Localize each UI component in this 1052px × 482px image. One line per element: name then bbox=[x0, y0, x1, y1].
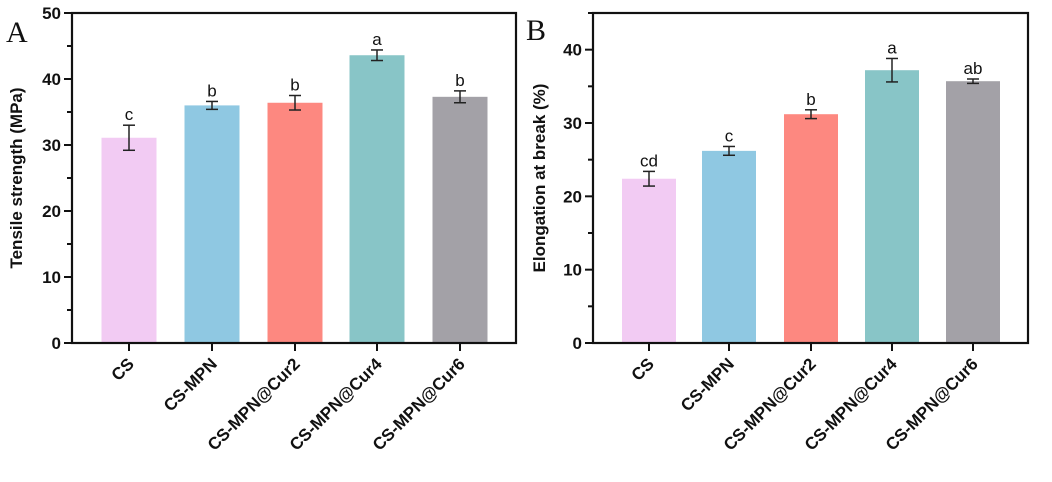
x-tick-label: CS-MPN bbox=[160, 354, 221, 415]
significance-label: c bbox=[125, 105, 134, 124]
significance-label: b bbox=[806, 90, 815, 109]
y-tick-label: 40 bbox=[563, 41, 582, 60]
plot-frame bbox=[591, 11, 1030, 345]
x-tick-label: CS-MPN bbox=[677, 354, 738, 415]
error-bar bbox=[967, 78, 979, 85]
bar-cs bbox=[622, 178, 676, 343]
bar-cs-mpn bbox=[184, 105, 240, 344]
bar-cs-mpn-cur2 bbox=[784, 114, 838, 343]
x-tick-label: CS bbox=[108, 354, 138, 384]
panel-label: A bbox=[6, 16, 28, 49]
significance-label: b bbox=[290, 76, 299, 95]
y-tick-label: 20 bbox=[42, 202, 61, 221]
y-tick-label: 20 bbox=[563, 187, 582, 206]
significance-label: ab bbox=[964, 59, 983, 78]
bar-cs-mpn-cur6 bbox=[946, 81, 1000, 343]
panel-b-elongation: cdCScCS-MPNbCS-MPN@Cur2aCS-MPN@Cur4abCS-… bbox=[526, 11, 1030, 454]
significance-label: a bbox=[372, 30, 382, 49]
significance-label: a bbox=[887, 38, 897, 57]
bar-cs-mpn bbox=[702, 150, 756, 343]
panel-a-tensile-strength: cCSbCS-MPNbCS-MPN@Cur2aCS-MPN@Cur4bCS-MP… bbox=[6, 4, 518, 454]
y-tick-label: 10 bbox=[42, 268, 61, 287]
y-tick-label: 30 bbox=[563, 114, 582, 133]
error-bar bbox=[289, 94, 301, 111]
bar-cs-mpn-cur4 bbox=[865, 70, 919, 343]
y-tick-label: 0 bbox=[52, 334, 61, 353]
error-bar bbox=[643, 170, 655, 187]
bar-cs-mpn-cur2 bbox=[267, 102, 323, 343]
y-tick-label: 40 bbox=[42, 70, 61, 89]
significance-label: cd bbox=[640, 151, 658, 170]
y-tick-label: 50 bbox=[42, 4, 61, 23]
bar-cs-mpn-cur4 bbox=[349, 55, 405, 344]
error-bar bbox=[454, 90, 466, 104]
error-bar bbox=[805, 109, 817, 120]
y-axis-label: Elongation at break (%) bbox=[530, 84, 549, 273]
bar-cs-mpn-cur6 bbox=[432, 96, 488, 343]
error-bar bbox=[886, 57, 898, 83]
significance-label: b bbox=[207, 81, 216, 100]
error-bar bbox=[723, 145, 735, 157]
error-bar bbox=[123, 124, 135, 152]
bar-cs bbox=[101, 137, 157, 343]
error-bar bbox=[371, 49, 383, 62]
significance-label: c bbox=[725, 126, 734, 145]
x-tick-label: CS bbox=[628, 354, 658, 384]
significance-label: b bbox=[455, 71, 464, 90]
y-tick-label: 30 bbox=[42, 136, 61, 155]
y-tick-label: 10 bbox=[563, 261, 582, 280]
panel-label: B bbox=[526, 14, 546, 47]
error-bar bbox=[206, 100, 218, 111]
y-axis-label: Tensile strength (MPa) bbox=[7, 87, 26, 268]
y-tick-label: 0 bbox=[573, 334, 582, 353]
